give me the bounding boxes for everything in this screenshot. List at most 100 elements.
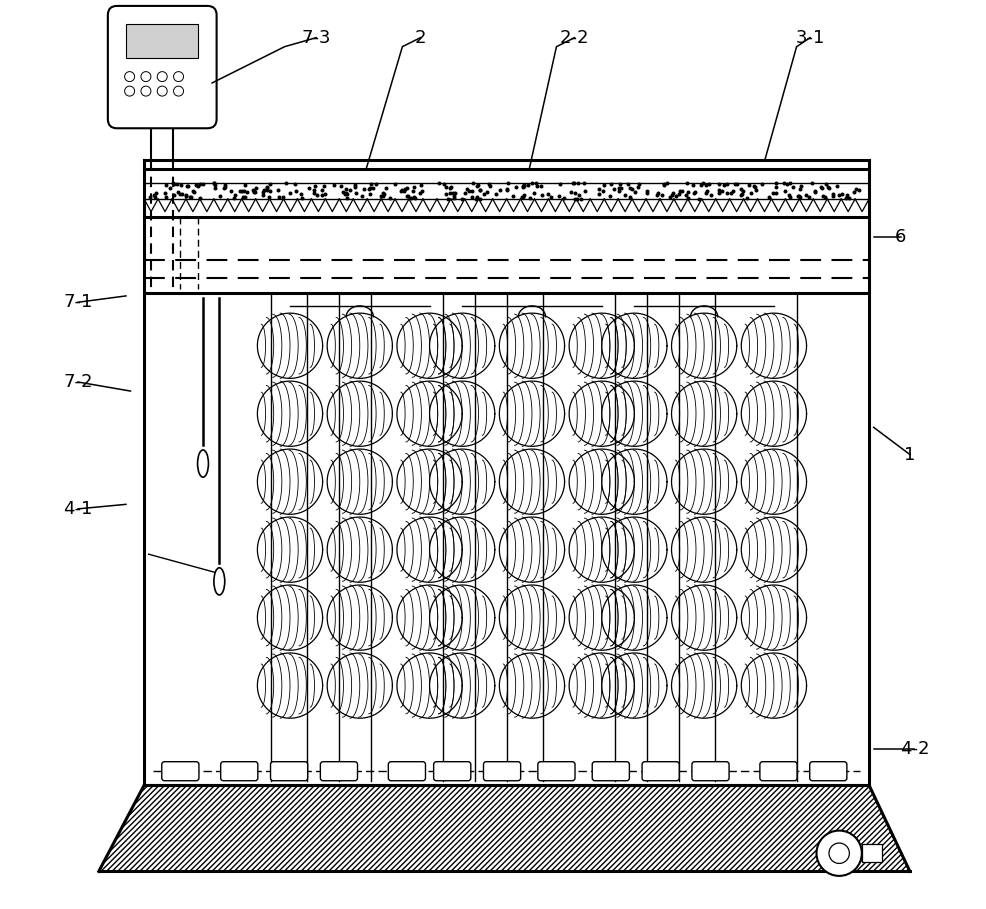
Point <box>347 180 363 195</box>
Point <box>674 184 690 198</box>
Point <box>373 189 388 204</box>
Point <box>680 185 696 199</box>
Point <box>206 175 222 190</box>
Point <box>175 186 190 201</box>
FancyBboxPatch shape <box>388 762 426 781</box>
Point <box>142 190 158 205</box>
Point <box>406 190 422 205</box>
Point <box>703 188 719 203</box>
FancyBboxPatch shape <box>320 762 358 781</box>
Point <box>235 185 250 199</box>
Point <box>813 180 829 195</box>
Point <box>567 186 583 201</box>
Point <box>258 183 274 197</box>
FancyBboxPatch shape <box>162 762 199 781</box>
Point <box>736 184 751 198</box>
Circle shape <box>157 72 168 82</box>
Point <box>337 186 353 201</box>
Point <box>431 176 447 191</box>
Point <box>459 182 475 196</box>
Point <box>761 190 777 205</box>
Point <box>679 176 695 191</box>
Point <box>405 184 421 198</box>
Circle shape <box>141 72 151 82</box>
Point <box>729 177 744 192</box>
Point <box>195 176 211 191</box>
Point <box>687 185 703 199</box>
Point <box>282 186 298 201</box>
Point <box>821 181 837 195</box>
Text: 2: 2 <box>415 29 426 46</box>
Point <box>158 185 174 200</box>
Point <box>183 190 199 205</box>
Ellipse shape <box>197 450 208 477</box>
Point <box>366 181 382 195</box>
Circle shape <box>124 86 135 96</box>
Point <box>246 183 261 197</box>
Point <box>259 180 275 195</box>
FancyBboxPatch shape <box>642 762 679 781</box>
Point <box>610 184 626 198</box>
Point <box>631 176 647 191</box>
Point <box>447 188 462 203</box>
Point <box>178 188 194 203</box>
Point <box>782 175 798 190</box>
Point <box>317 186 333 201</box>
Point <box>217 180 233 195</box>
Point <box>470 178 486 193</box>
Point <box>216 181 232 195</box>
Point <box>479 185 495 200</box>
Point <box>551 189 567 204</box>
Point <box>521 177 536 192</box>
Point <box>740 178 756 193</box>
Point <box>363 177 379 192</box>
Text: 4-2: 4-2 <box>899 740 929 758</box>
Point <box>693 178 709 193</box>
Point <box>463 190 479 205</box>
Text: 1: 1 <box>904 445 916 464</box>
Point <box>570 175 586 190</box>
Point <box>469 179 485 194</box>
Point <box>461 184 477 198</box>
Point <box>792 182 808 196</box>
Text: 6: 6 <box>895 228 906 246</box>
Text: 2-2: 2-2 <box>560 29 590 46</box>
Point <box>247 185 263 199</box>
Point <box>237 177 252 192</box>
FancyBboxPatch shape <box>692 762 729 781</box>
Point <box>533 179 549 194</box>
Text: 7-3: 7-3 <box>302 29 331 46</box>
Point <box>793 179 809 194</box>
Point <box>597 177 612 192</box>
FancyBboxPatch shape <box>537 762 575 781</box>
Point <box>192 177 208 192</box>
Point <box>777 184 793 198</box>
Point <box>378 180 393 195</box>
Point <box>148 185 164 200</box>
Point <box>464 184 480 198</box>
Point <box>396 184 412 198</box>
Point <box>516 178 531 193</box>
Point <box>270 190 286 205</box>
Point <box>698 177 714 192</box>
Point <box>568 192 584 206</box>
Point <box>655 188 670 203</box>
Point <box>181 190 197 205</box>
Point <box>348 185 364 200</box>
Circle shape <box>174 86 183 96</box>
Point <box>262 176 278 191</box>
Point <box>488 187 504 202</box>
Point <box>192 190 208 205</box>
Point <box>188 177 204 192</box>
Point <box>397 182 413 196</box>
Point <box>287 177 303 192</box>
Point <box>471 183 487 197</box>
Point <box>785 180 801 195</box>
Point <box>446 191 461 205</box>
Point <box>601 188 617 203</box>
Point <box>808 185 823 199</box>
Point <box>611 181 627 195</box>
Point <box>236 190 251 205</box>
Point <box>165 176 180 191</box>
Point <box>659 175 674 190</box>
